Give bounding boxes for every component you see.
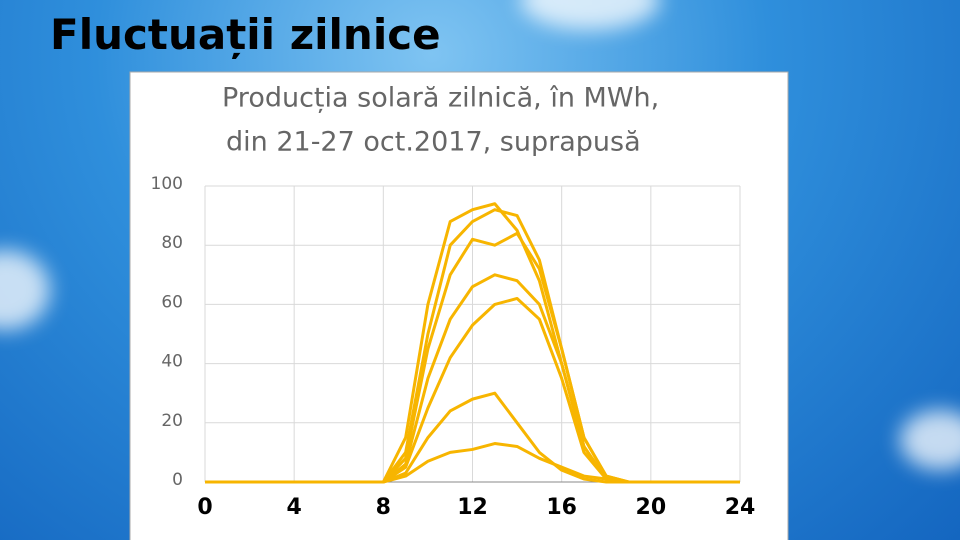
y-tick-label: 100	[151, 174, 183, 194]
x-tick-label: 12	[457, 495, 488, 520]
y-tick-label: 0	[172, 470, 183, 490]
y-tick-label: 20	[161, 411, 183, 431]
slide-title: Fluctuații zilnice	[50, 10, 441, 59]
series-line	[205, 442, 740, 484]
chart-title: Producția solară zilnică, în MWh,	[222, 83, 659, 114]
y-tick-label: 60	[161, 292, 183, 312]
y-tick-label: 40	[161, 352, 183, 372]
x-tick-label: 8	[376, 495, 391, 520]
x-tick-label: 4	[287, 495, 302, 520]
x-tick-label: 24	[725, 495, 756, 520]
x-tick-label: 0	[197, 495, 212, 520]
x-tick-label: 16	[546, 495, 577, 520]
y-tick-label: 80	[161, 233, 183, 253]
cloud	[900, 410, 960, 470]
chart-title: din 21-27 oct.2017, suprapusă	[226, 127, 641, 158]
x-tick-label: 20	[636, 495, 667, 520]
